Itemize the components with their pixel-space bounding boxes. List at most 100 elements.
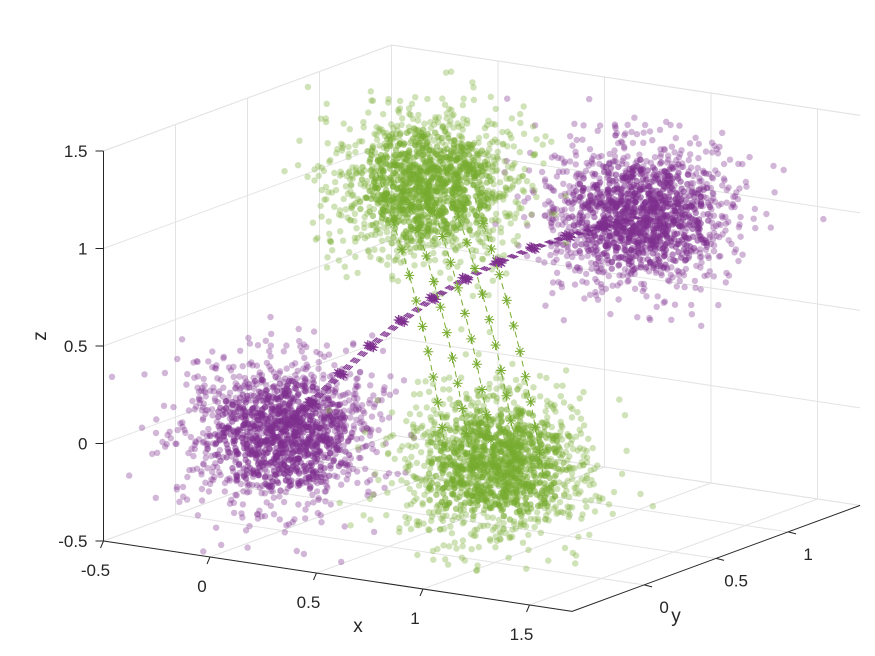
cloud-point xyxy=(563,168,570,175)
cloud-point xyxy=(605,260,612,267)
cloud-point xyxy=(215,390,222,398)
cloud-point xyxy=(688,301,695,309)
cloud-point xyxy=(590,152,597,160)
cloud-point xyxy=(166,428,173,435)
cloud-point xyxy=(548,423,555,431)
cloud-point xyxy=(288,407,295,414)
cloud-point xyxy=(297,419,304,426)
cloud-point xyxy=(673,156,680,164)
cloud-point xyxy=(535,256,542,263)
cloud-point xyxy=(369,445,376,453)
cloud-point xyxy=(659,215,666,222)
cloud-point xyxy=(820,215,827,223)
cloud-point xyxy=(591,508,599,515)
cloud-point xyxy=(360,124,367,131)
cloud-point xyxy=(345,467,353,475)
cloud-point xyxy=(267,353,274,360)
cloud-point xyxy=(572,249,579,256)
cloud-point xyxy=(204,445,211,453)
cloud-point xyxy=(637,261,645,268)
cloud-point xyxy=(344,389,352,396)
cloud-point xyxy=(347,434,354,441)
cloud-point xyxy=(606,232,614,240)
cloud-point xyxy=(437,447,444,455)
cloud-point xyxy=(230,468,237,475)
cloud-point xyxy=(370,491,377,498)
cloud-point xyxy=(198,468,205,475)
cloud-point xyxy=(315,405,322,413)
cloud-point xyxy=(716,233,723,241)
cloud-point xyxy=(184,473,191,481)
cloud-point xyxy=(357,205,364,213)
cloud-point xyxy=(246,340,254,347)
cloud-point xyxy=(339,391,346,399)
cloud-point xyxy=(500,470,507,477)
cloud-point xyxy=(619,272,626,279)
cloud-point xyxy=(322,498,329,505)
cloud-point xyxy=(337,393,344,400)
cloud-point xyxy=(552,249,560,256)
cloud-point xyxy=(293,375,301,382)
cloud-point xyxy=(358,435,365,442)
cloud-point xyxy=(668,177,675,184)
cloud-point xyxy=(183,381,190,388)
cloud-point xyxy=(353,416,360,423)
cloud-point xyxy=(253,404,260,412)
cloud-point xyxy=(484,396,491,403)
cloud-point xyxy=(621,145,628,152)
cloud-point xyxy=(219,393,226,400)
cloud-point xyxy=(258,490,265,497)
cloud-point xyxy=(384,489,391,496)
cloud-point xyxy=(489,514,496,521)
cloud-point xyxy=(525,167,533,174)
cloud-point xyxy=(361,429,369,436)
cloud-point xyxy=(512,376,520,384)
cloud-point xyxy=(317,460,324,467)
cloud-point xyxy=(615,139,622,147)
cloud-point xyxy=(523,252,531,260)
cloud-point xyxy=(202,393,209,400)
cloud-point xyxy=(560,180,567,187)
cloud-point xyxy=(295,501,302,508)
cloud-point xyxy=(359,444,366,451)
cloud-point xyxy=(681,222,688,229)
cloud-point xyxy=(338,481,345,488)
cloud-point xyxy=(640,223,647,231)
cloud-point xyxy=(458,512,465,520)
cloud-point xyxy=(191,441,198,449)
cloud-point xyxy=(268,402,275,409)
cloud-point xyxy=(475,420,483,427)
cloud-point xyxy=(186,466,193,474)
cloud-point xyxy=(241,380,249,387)
cloud-point xyxy=(550,187,558,194)
cloud-point xyxy=(527,466,534,473)
cloud-point xyxy=(377,411,384,418)
cloud-point xyxy=(280,348,287,355)
cloud-point xyxy=(285,432,293,439)
cloud-point xyxy=(344,461,352,469)
cloud-point xyxy=(663,159,671,166)
cloud-point xyxy=(351,395,358,402)
cloud-point xyxy=(628,128,635,136)
cloud-point xyxy=(720,175,728,182)
cloud-point xyxy=(327,401,334,408)
cloud-point xyxy=(283,365,290,372)
cloud-point xyxy=(679,269,686,276)
cloud-point xyxy=(288,481,295,488)
cloud-point xyxy=(410,421,417,428)
cloud-point xyxy=(598,251,605,258)
cloud-point xyxy=(350,341,357,348)
cloud-point xyxy=(661,252,668,259)
cloud-point xyxy=(251,377,259,385)
cloud-point xyxy=(647,240,655,248)
cloud-point xyxy=(671,301,679,308)
cloud-point xyxy=(342,391,349,398)
cloud-point xyxy=(564,503,571,510)
cloud-point xyxy=(325,441,333,448)
cloud-point xyxy=(503,157,510,165)
cloud-point xyxy=(612,158,620,165)
cloud-point xyxy=(493,375,500,382)
cloud-point xyxy=(681,283,688,291)
cloud-point xyxy=(540,428,548,436)
cloud-point xyxy=(248,451,256,458)
